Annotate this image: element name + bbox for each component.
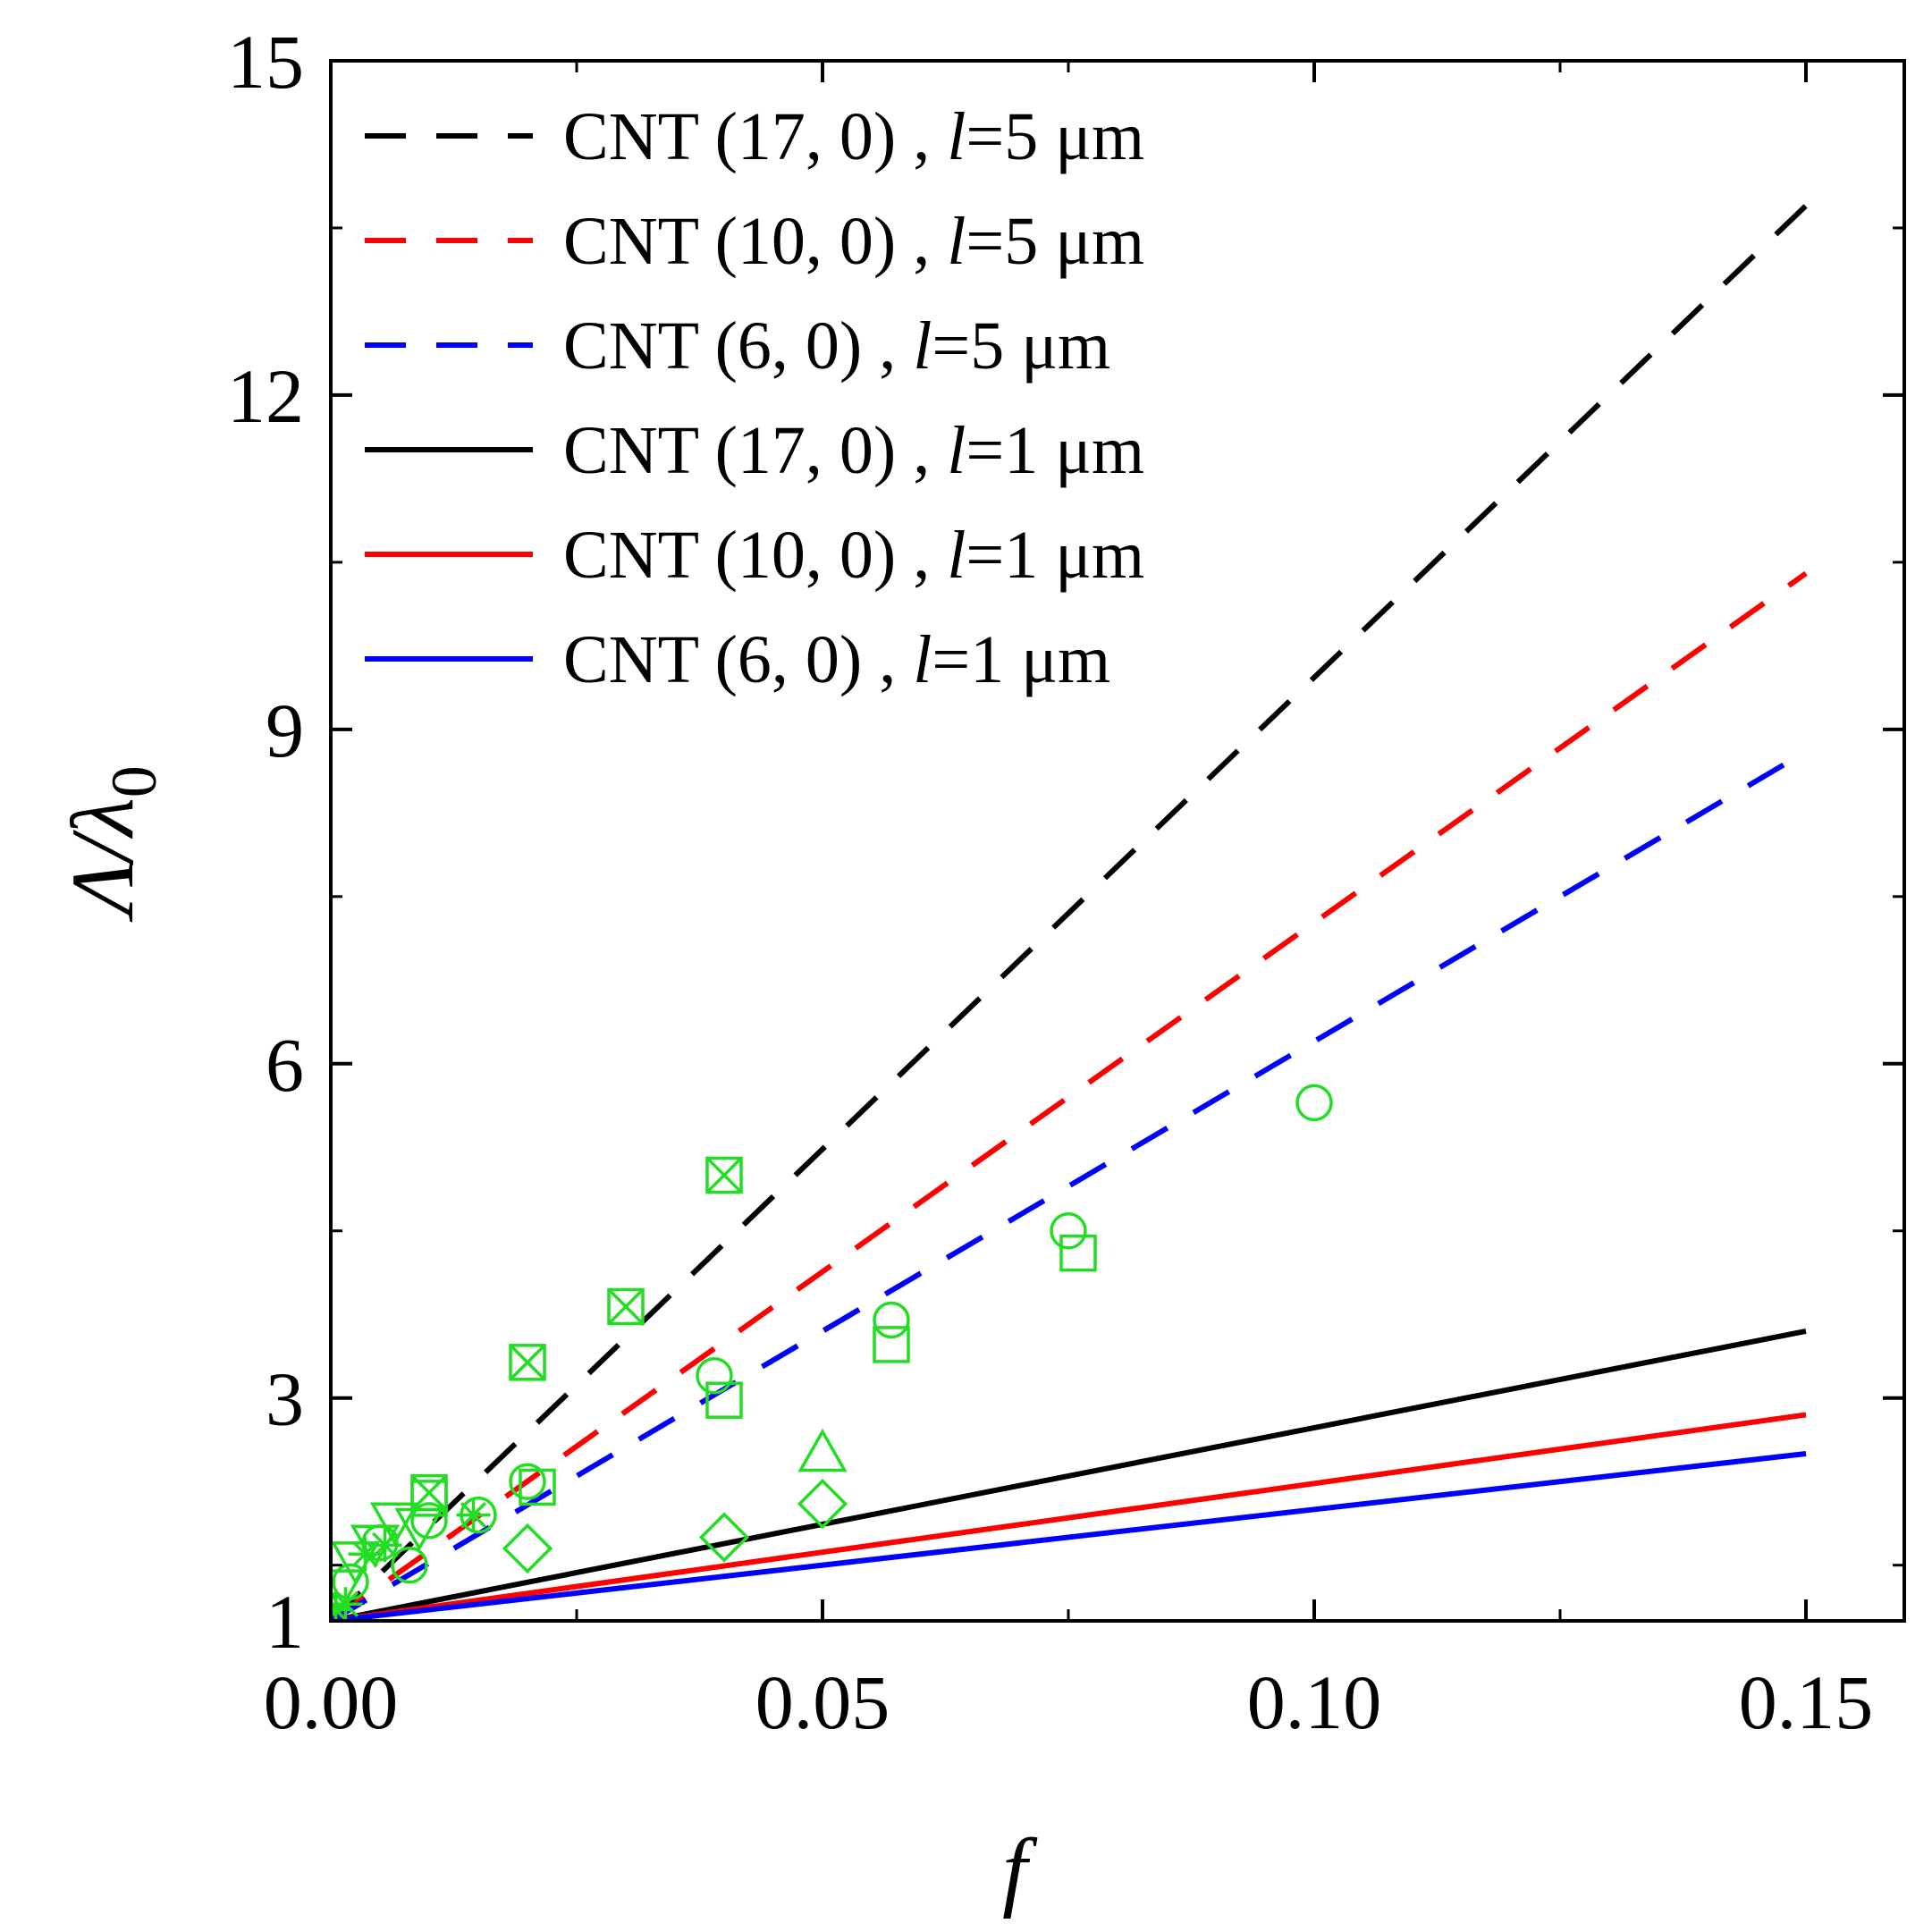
legend-label-variable: l bbox=[947, 413, 966, 488]
star-marker bbox=[456, 1498, 491, 1532]
legend-label: CNT (10, 0) , l=5 μm bbox=[563, 204, 1144, 279]
diamond-marker bbox=[502, 1523, 553, 1574]
triangle-down-marker bbox=[394, 1507, 444, 1552]
legend-label-prefix: CNT (17, 0) , bbox=[563, 99, 947, 174]
square-marker bbox=[1059, 1234, 1097, 1272]
series-line-5 bbox=[331, 1412, 1807, 1621]
square-marker bbox=[410, 1480, 448, 1517]
circle-marker bbox=[1050, 1212, 1087, 1250]
square-marker bbox=[519, 1468, 556, 1506]
y-tick-label: 1 bbox=[266, 1579, 304, 1665]
x-tick-label: 0.00 bbox=[264, 1659, 399, 1745]
crossed-square-x bbox=[509, 1344, 546, 1381]
star-marker bbox=[348, 1537, 383, 1572]
legend-entry: CNT (6, 0) , l=5 μm bbox=[365, 308, 1110, 384]
y-tick-label: 6 bbox=[266, 1022, 304, 1108]
x-tick-label: 0.10 bbox=[1247, 1659, 1382, 1745]
legend-entry: CNT (10, 0) , l=1 μm bbox=[365, 518, 1144, 593]
legend-label-prefix: CNT (17, 0) , bbox=[563, 413, 947, 488]
plot-frame bbox=[329, 59, 1906, 1623]
legend-label-variable: l bbox=[947, 99, 966, 174]
tick-layer: 0.00 0.05 0.10 0.15 1 3 6 9 12 15 bbox=[227, 19, 1904, 1745]
legend-label-variable: l bbox=[947, 518, 966, 593]
series-line-6 bbox=[331, 1451, 1807, 1621]
legend-label-prefix: CNT (10, 0) , bbox=[563, 204, 947, 279]
circle-marker bbox=[410, 1502, 448, 1540]
legend-entry: CNT (6, 0) , l=1 μm bbox=[365, 622, 1110, 697]
series-line-1 bbox=[331, 203, 1809, 1621]
y-tick-label: 3 bbox=[266, 1356, 304, 1442]
crossed-square-x bbox=[607, 1288, 645, 1325]
diamond-marker bbox=[797, 1479, 848, 1530]
series-line-4 bbox=[331, 1328, 1807, 1621]
legend-label: CNT (17, 0) , l=5 μm bbox=[563, 99, 1144, 174]
circle-marker bbox=[509, 1463, 546, 1500]
triangle-down-marker bbox=[331, 1569, 366, 1613]
diamond-marker bbox=[698, 1512, 750, 1563]
star-marker bbox=[331, 1587, 363, 1621]
legend-label-variable: l bbox=[913, 622, 932, 697]
series-layer bbox=[331, 203, 1809, 1621]
star-marker bbox=[331, 1592, 353, 1621]
legend-label: CNT (6, 0) , l=5 μm bbox=[563, 308, 1110, 384]
y-tick-label: 12 bbox=[227, 353, 304, 439]
triangle-up-marker bbox=[797, 1428, 848, 1472]
legend-label-prefix: CNT (10, 0) , bbox=[563, 518, 947, 593]
y-axis-title-main: Λ/λ bbox=[53, 797, 152, 923]
legend-label-suffix: =1 μm bbox=[932, 622, 1110, 697]
legend-entry: CNT (10, 0) , l=5 μm bbox=[365, 204, 1144, 279]
x-tick-label: 0.05 bbox=[755, 1659, 890, 1745]
legend-label-suffix: =1 μm bbox=[966, 413, 1144, 488]
legend-label-prefix: CNT (6, 0) , bbox=[563, 308, 913, 384]
crossed-square-x bbox=[705, 1157, 743, 1194]
y-tick-label: 15 bbox=[227, 19, 304, 105]
x-tick-label: 0.15 bbox=[1739, 1659, 1874, 1745]
circle-marker bbox=[696, 1357, 733, 1395]
crossed-square-marker bbox=[607, 1287, 645, 1326]
star-marker bbox=[367, 1528, 402, 1563]
legend-entry: CNT (17, 0) , l=5 μm bbox=[365, 99, 1144, 174]
series-line-2 bbox=[331, 570, 1808, 1621]
legend-label: CNT (10, 0) , l=1 μm bbox=[563, 518, 1144, 593]
legend-entry: CNT (17, 0) , l=1 μm bbox=[365, 413, 1144, 488]
legend-label: CNT (6, 0) , l=1 μm bbox=[563, 622, 1110, 697]
circle-marker bbox=[1295, 1084, 1333, 1122]
legend-label-suffix: =5 μm bbox=[966, 204, 1144, 279]
y-tick-label: 9 bbox=[266, 688, 304, 773]
crossed-square-box bbox=[509, 1344, 546, 1381]
y-axis-title-subscript: 0 bbox=[98, 765, 170, 797]
circle-marker bbox=[873, 1301, 910, 1339]
circle-marker bbox=[391, 1546, 428, 1584]
crossed-square-box bbox=[607, 1287, 645, 1326]
legend-label-variable: l bbox=[913, 308, 932, 384]
marker-layer bbox=[331, 1084, 1333, 1621]
crossed-square-box bbox=[705, 1156, 743, 1194]
crossed-square-marker bbox=[705, 1156, 743, 1194]
legend-label-variable: l bbox=[947, 204, 966, 279]
square-marker bbox=[705, 1381, 743, 1419]
square-marker bbox=[873, 1326, 910, 1363]
legend-label-prefix: CNT (6, 0) , bbox=[563, 622, 913, 697]
legend-label-suffix: =5 μm bbox=[966, 99, 1144, 174]
crossed-square-marker bbox=[509, 1344, 546, 1381]
legend-label: CNT (17, 0) , l=1 μm bbox=[563, 413, 1144, 488]
legend-label-suffix: =1 μm bbox=[966, 518, 1144, 593]
y-axis-title: Λ/λ0 bbox=[53, 765, 170, 923]
legend-label-suffix: =5 μm bbox=[932, 308, 1110, 384]
